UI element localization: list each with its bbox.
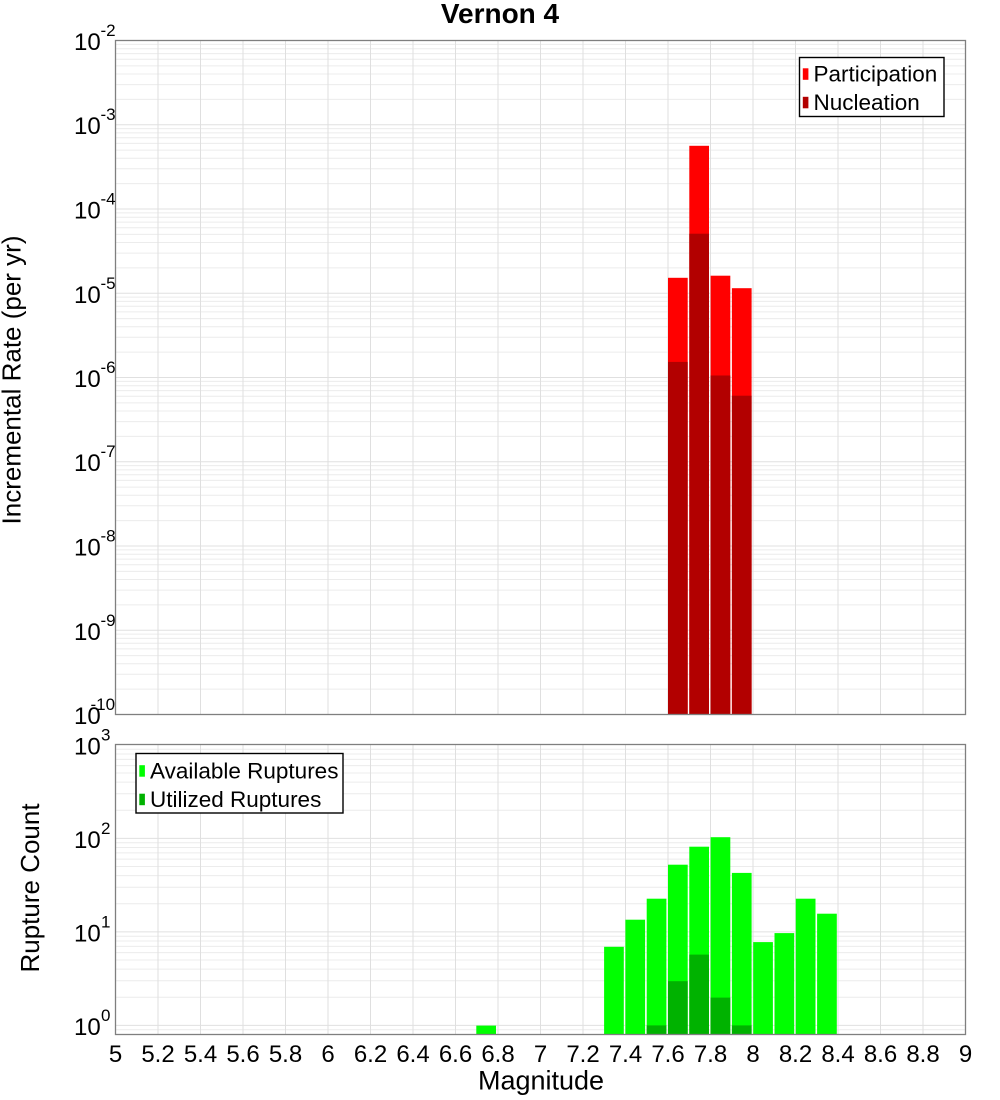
svg-text:10: 10	[74, 703, 101, 730]
svg-text:10: 10	[74, 733, 101, 760]
svg-text:5.8: 5.8	[269, 1041, 302, 1068]
svg-text:3: 3	[101, 725, 110, 744]
svg-text:10: 10	[74, 535, 101, 562]
svg-text:Available Ruptures: Available Ruptures	[150, 758, 338, 783]
svg-text:-6: -6	[101, 358, 116, 377]
svg-text:7: 7	[534, 1041, 547, 1068]
svg-text:7.6: 7.6	[651, 1041, 684, 1068]
svg-text:9: 9	[959, 1041, 972, 1068]
svg-text:10: 10	[74, 1014, 101, 1041]
svg-text:10: 10	[74, 282, 101, 309]
svg-text:5.2: 5.2	[141, 1041, 174, 1068]
svg-text:Incremental Rate (per yr): Incremental Rate (per yr)	[0, 236, 27, 525]
svg-text:-5: -5	[101, 274, 116, 293]
svg-text:6.6: 6.6	[439, 1041, 472, 1068]
svg-text:-8: -8	[101, 527, 116, 546]
svg-text:10: 10	[74, 619, 101, 646]
svg-text:6: 6	[321, 1041, 334, 1068]
svg-text:10: 10	[74, 29, 101, 56]
svg-text:5: 5	[109, 1041, 122, 1068]
svg-text:Vernon 4: Vernon 4	[441, 0, 560, 29]
svg-text:2: 2	[101, 819, 110, 838]
svg-text:Participation: Participation	[814, 62, 938, 87]
svg-text:0: 0	[101, 1006, 110, 1025]
svg-text:8.8: 8.8	[906, 1041, 939, 1068]
svg-text:10: 10	[74, 450, 101, 477]
svg-text:7.8: 7.8	[694, 1041, 727, 1068]
svg-text:-3: -3	[101, 105, 116, 124]
svg-text:5.6: 5.6	[226, 1041, 259, 1068]
svg-text:8: 8	[746, 1041, 759, 1068]
svg-text:-9: -9	[101, 611, 116, 630]
svg-text:-7: -7	[101, 442, 116, 461]
svg-text:10: 10	[74, 198, 101, 225]
svg-text:7.4: 7.4	[609, 1041, 642, 1068]
svg-text:10: 10	[74, 366, 101, 393]
svg-text:7.2: 7.2	[566, 1041, 599, 1068]
svg-text:8.2: 8.2	[779, 1041, 812, 1068]
svg-text:5.4: 5.4	[184, 1041, 217, 1068]
svg-text:-10: -10	[91, 695, 116, 714]
svg-text:10: 10	[74, 920, 101, 947]
svg-text:1: 1	[101, 912, 110, 931]
svg-text:Magnitude: Magnitude	[478, 1066, 604, 1096]
svg-text:Nucleation: Nucleation	[814, 90, 920, 115]
svg-text:-4: -4	[101, 190, 116, 209]
svg-text:8.6: 8.6	[864, 1041, 897, 1068]
svg-text:6.4: 6.4	[396, 1041, 429, 1068]
svg-text:8.4: 8.4	[821, 1041, 854, 1068]
svg-text:6.2: 6.2	[354, 1041, 387, 1068]
svg-text:10: 10	[74, 113, 101, 140]
svg-text:Rupture Count: Rupture Count	[15, 803, 45, 973]
svg-text:6.8: 6.8	[481, 1041, 514, 1068]
svg-text:-2: -2	[101, 21, 116, 40]
svg-text:10: 10	[74, 827, 101, 854]
svg-text:Utilized Ruptures: Utilized Ruptures	[150, 787, 321, 812]
